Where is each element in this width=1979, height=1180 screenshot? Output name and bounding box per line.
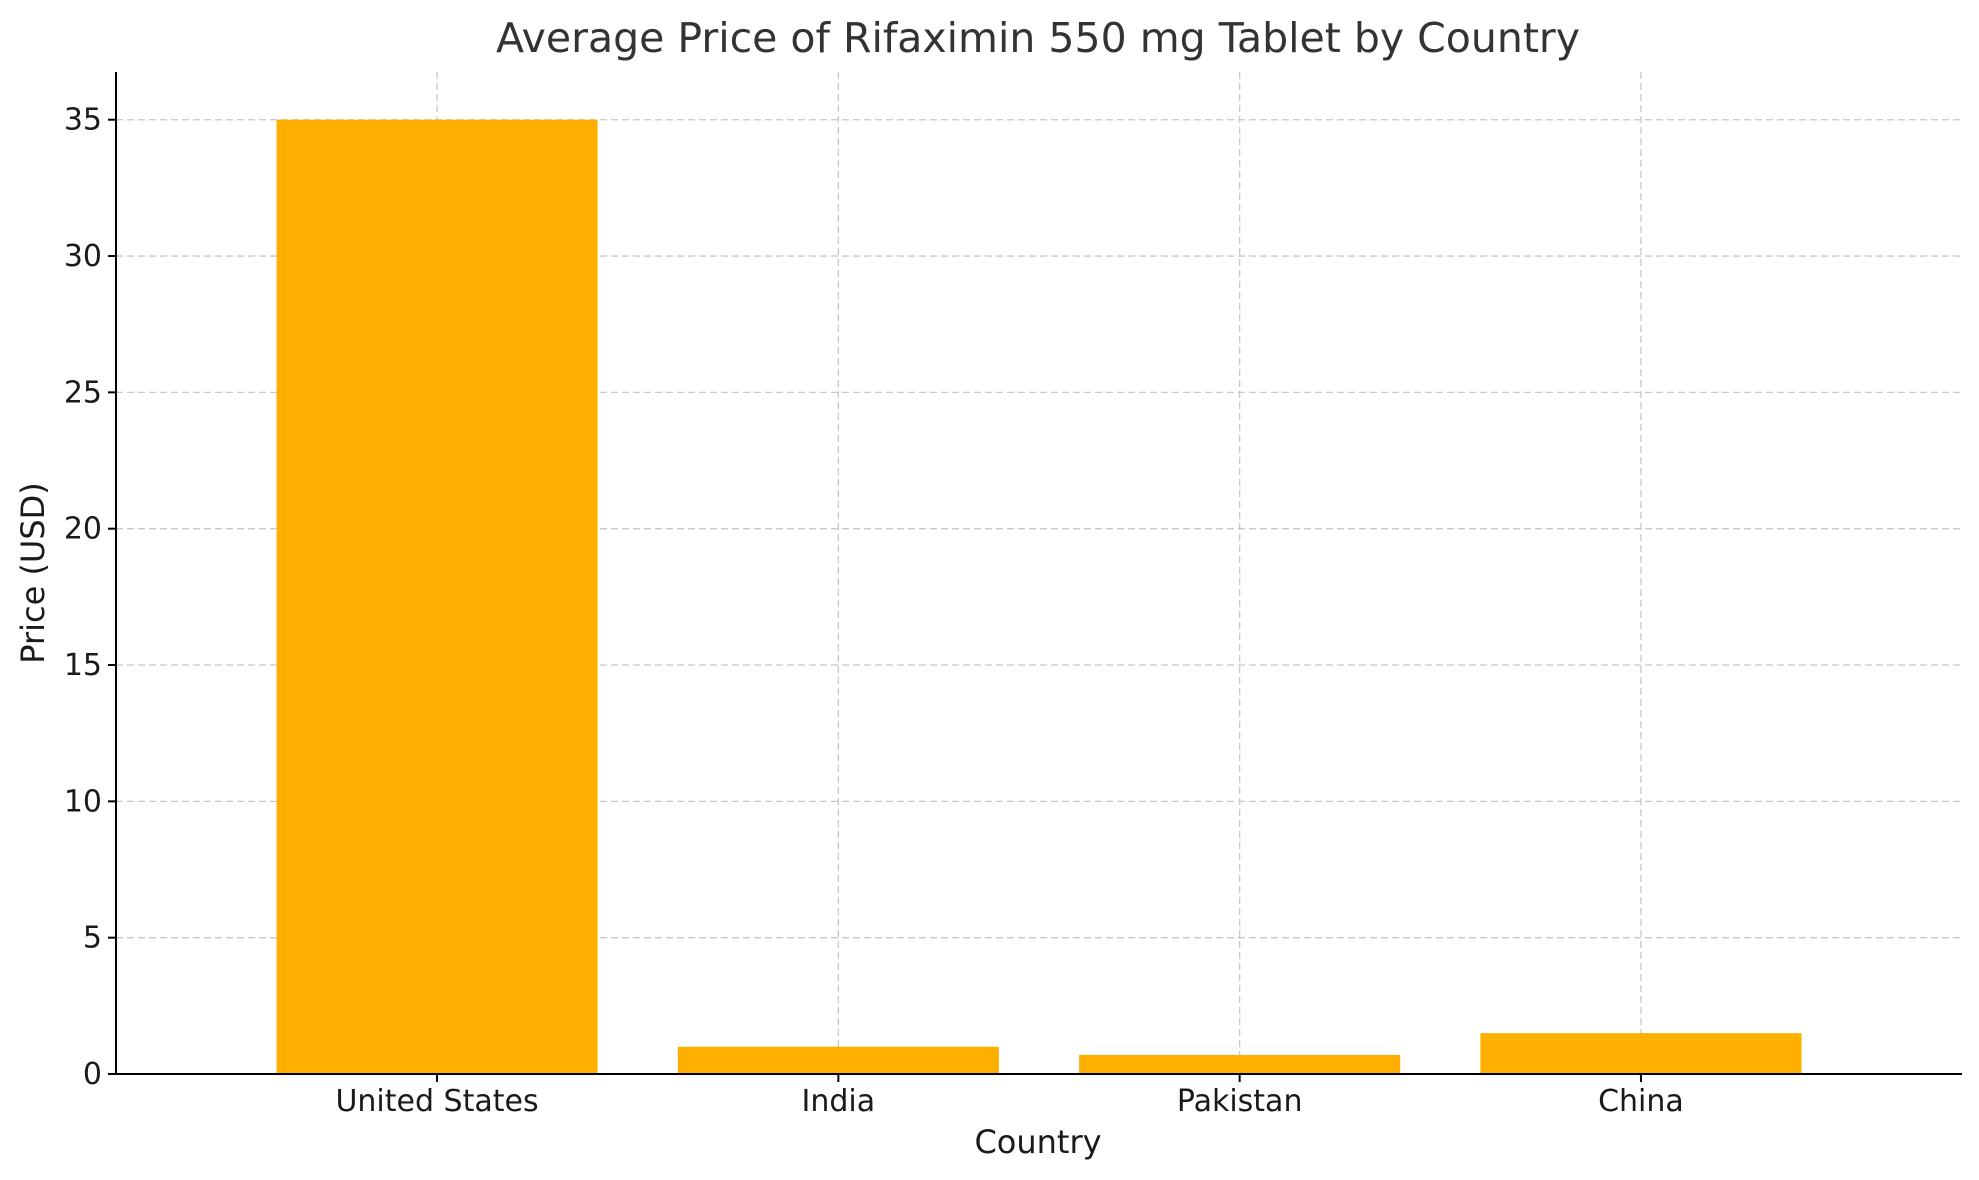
y-tick-label: 10	[64, 784, 102, 819]
y-tick-label: 25	[64, 375, 102, 410]
chart-title: Average Price of Rifaximin 550 mg Tablet…	[496, 14, 1580, 62]
y-ticks: 0 5 10 15 20 25 30 35	[64, 103, 116, 1092]
x-axis-label: Country	[974, 1123, 1101, 1161]
y-tick-label: 30	[64, 239, 102, 274]
bars	[276, 119, 1802, 1074]
bar	[677, 1046, 999, 1074]
x-tick-label: United States	[335, 1084, 538, 1119]
bar	[276, 119, 598, 1074]
x-tick-label: India	[802, 1084, 876, 1119]
x-tick-label: China	[1598, 1084, 1684, 1119]
x-ticks: United States India Pakistan China	[335, 1074, 1684, 1119]
x-tick-label: Pakistan	[1177, 1084, 1303, 1119]
bar	[1079, 1054, 1401, 1074]
bar	[1480, 1033, 1802, 1074]
y-tick-label: 20	[64, 512, 102, 547]
y-tick-label: 15	[64, 648, 102, 683]
y-tick-label: 35	[64, 103, 102, 138]
y-tick-label: 0	[83, 1057, 102, 1092]
axes	[115, 72, 1962, 1075]
y-tick-label: 5	[83, 921, 102, 956]
y-axis-label: Price (USD)	[14, 482, 52, 664]
